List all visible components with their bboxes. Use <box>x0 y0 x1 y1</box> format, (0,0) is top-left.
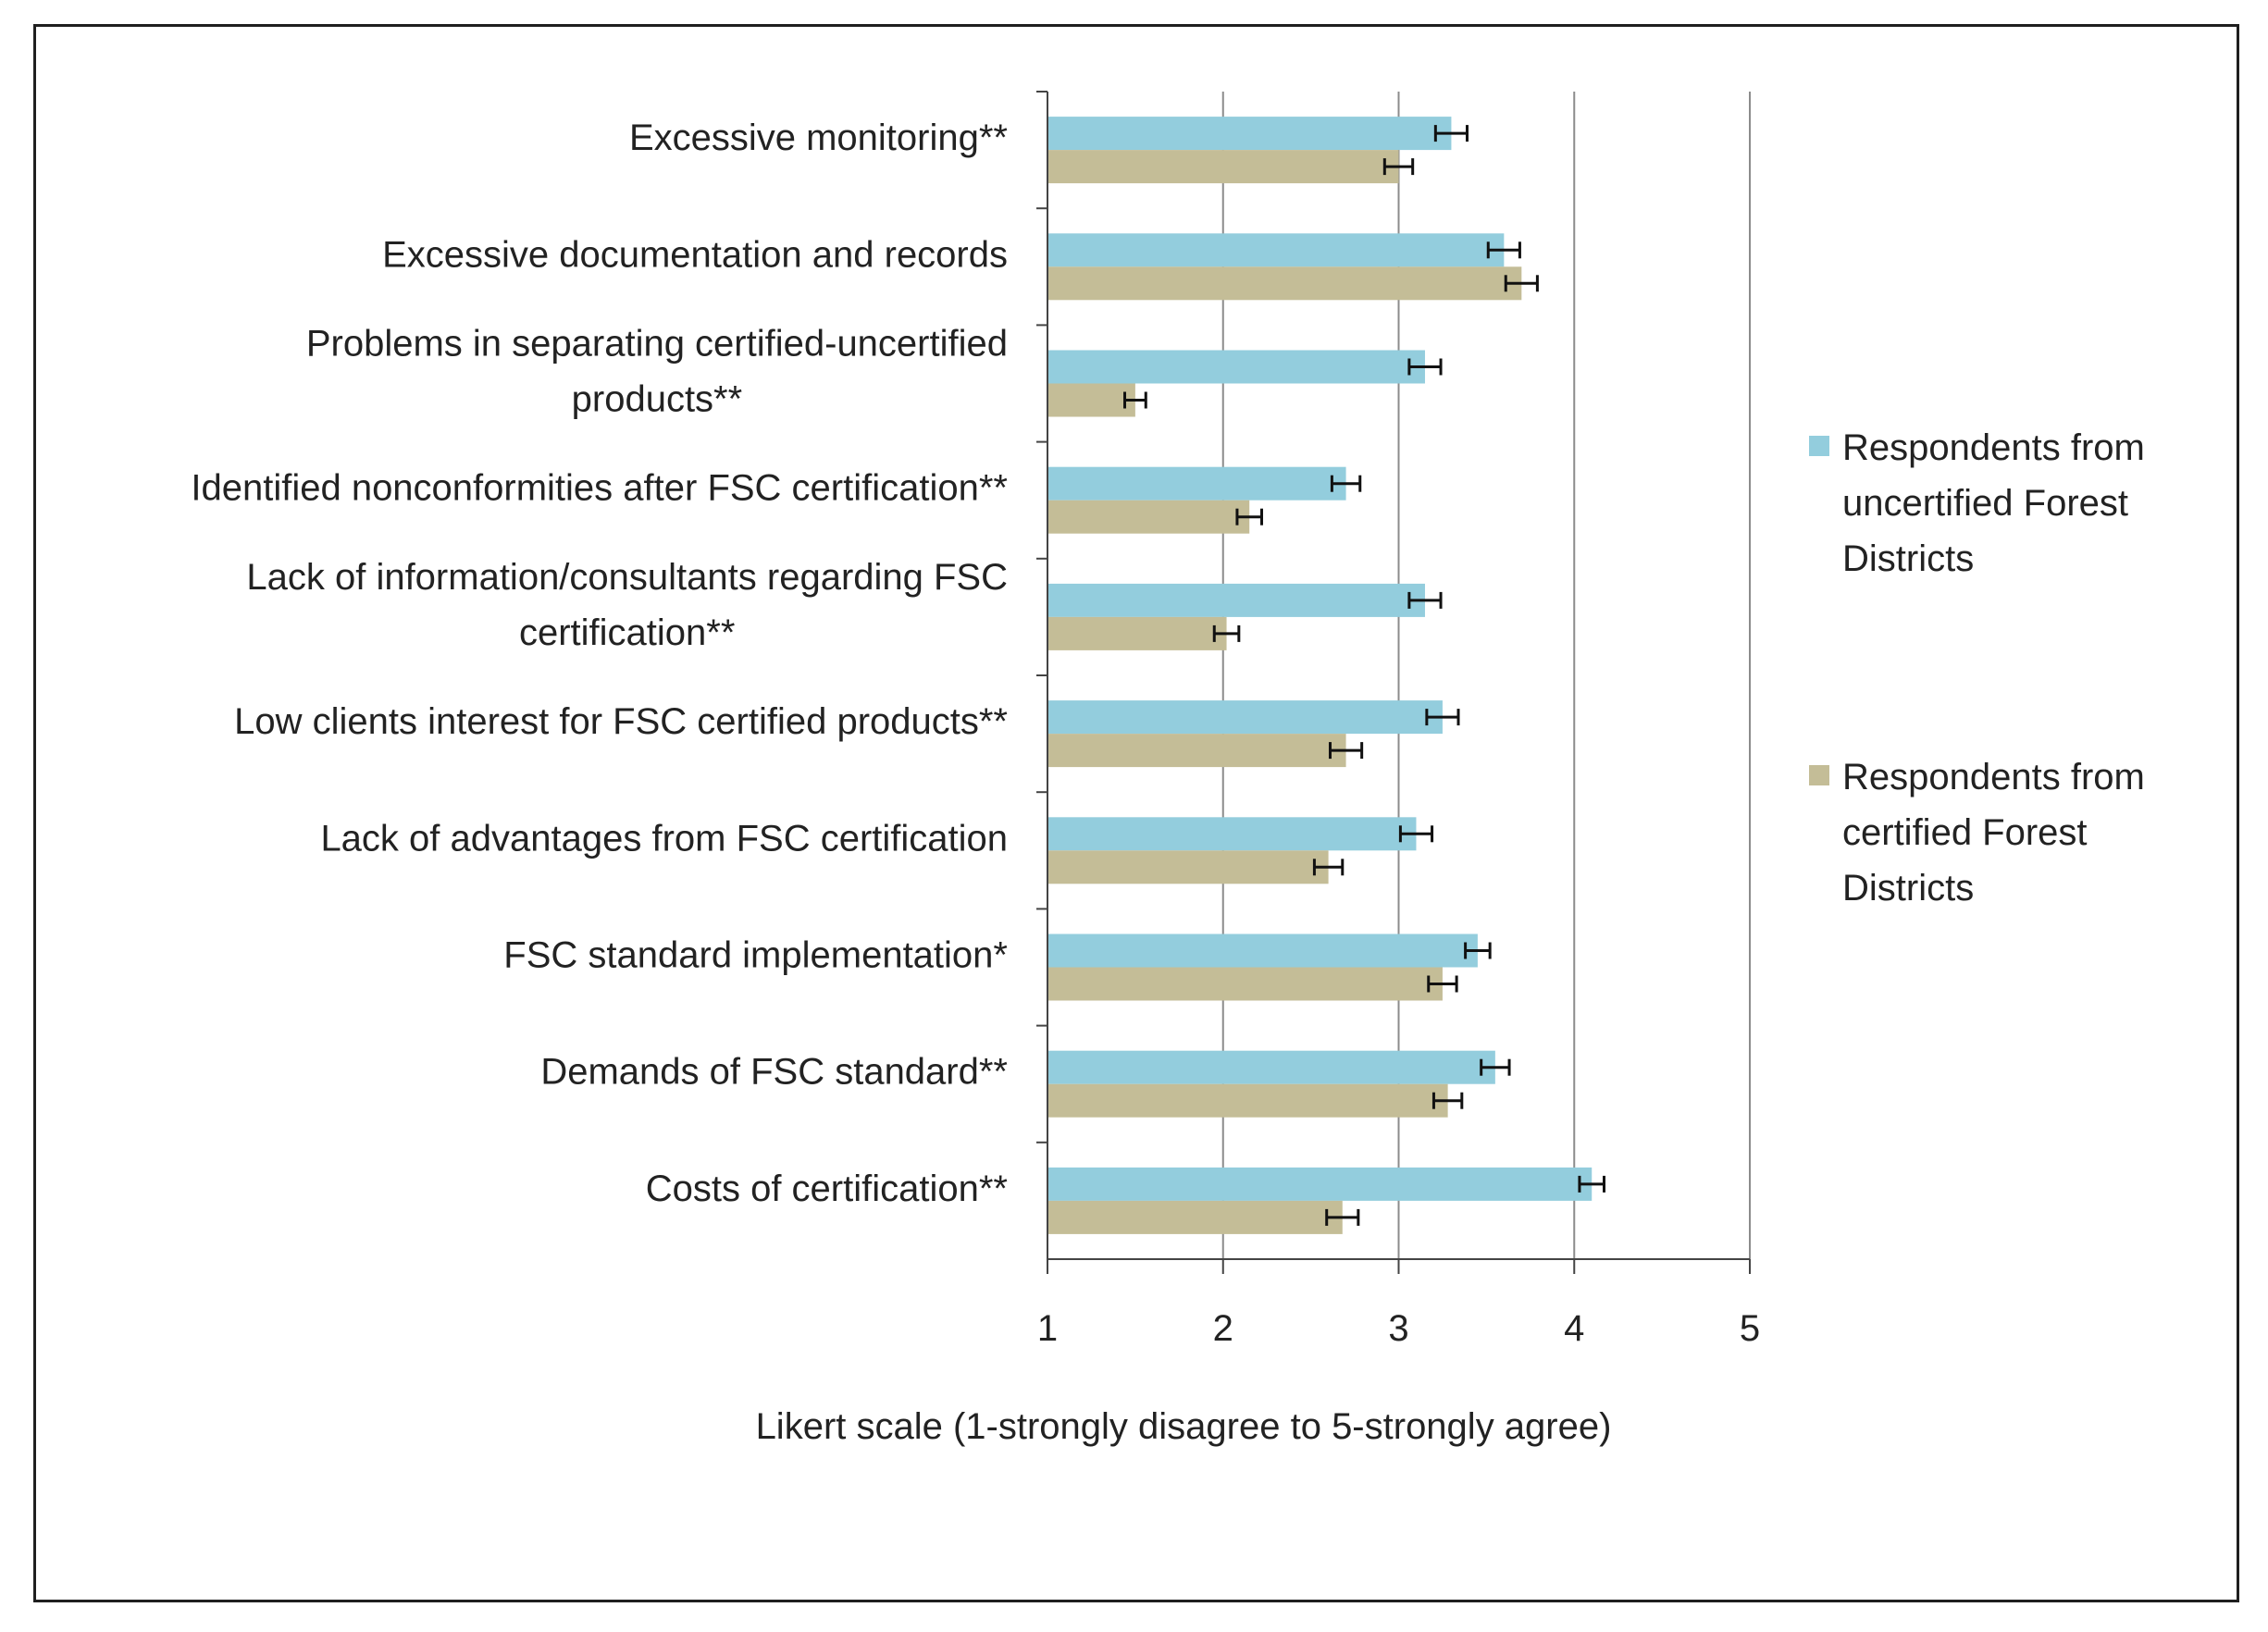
x-tick-label: 2 <box>1213 1308 1233 1349</box>
bar-certified-5 <box>1047 616 1227 650</box>
category-label-1: Excessive monitoring** <box>629 117 1008 158</box>
bar-certified-10 <box>1047 1200 1343 1234</box>
category-label-3: Problems in separating certified-uncerti… <box>306 324 1008 420</box>
legend-label-line: uncertified Forest <box>1842 483 2128 524</box>
error-bar-certified-8 <box>1427 975 1458 993</box>
error-bar-certified-7 <box>1312 859 1345 876</box>
error-bar-uncertified-10 <box>1578 1175 1606 1193</box>
error-bar-certified-2 <box>1504 275 1539 292</box>
category-label-9: Demands of FSC standard** <box>540 1052 1008 1093</box>
error-bar-uncertified-9 <box>1480 1058 1511 1076</box>
error-bar-uncertified-1 <box>1433 125 1469 142</box>
bar-certified-9 <box>1047 1083 1448 1118</box>
error-bar-uncertified-6 <box>1425 709 1460 726</box>
x-tick-labels: 1 2 3 4 5 <box>1037 1308 1760 1349</box>
bar-uncertified-4 <box>1047 466 1346 501</box>
category-label-line: Excessive documentation and records <box>382 234 1008 275</box>
x-tick-label: 5 <box>1740 1308 1760 1349</box>
category-label-line: products** <box>572 379 743 420</box>
legend-swatch <box>1809 436 1829 456</box>
error-bar-certified-9 <box>1431 1092 1464 1109</box>
category-label-line: FSC standard implementation* <box>503 935 1008 976</box>
bars <box>1047 117 1593 1234</box>
axes <box>1036 91 1751 1274</box>
bar-certified-3 <box>1047 383 1135 417</box>
legend-label-line: Districts <box>1842 868 1974 909</box>
legend-label-line: Respondents from <box>1842 757 2145 797</box>
bar-uncertified-1 <box>1047 117 1452 151</box>
category-label-line: Costs of certification** <box>646 1168 1008 1209</box>
category-label-line: Problems in separating certified-uncerti… <box>306 324 1008 365</box>
error-bar-uncertified-7 <box>1398 825 1434 843</box>
error-bar-certified-5 <box>1212 624 1241 642</box>
error-bar-certified-10 <box>1325 1208 1360 1226</box>
error-bars <box>1122 125 1606 1226</box>
bar-uncertified-3 <box>1047 350 1425 384</box>
category-label-line: Demands of FSC standard** <box>540 1052 1008 1093</box>
chart-frame: Excessive monitoring** Excessive document… <box>33 24 2239 1602</box>
legend-swatch <box>1809 765 1829 785</box>
error-bar-certified-6 <box>1328 742 1364 760</box>
x-tick-label: 1 <box>1037 1308 1058 1349</box>
error-bar-certified-1 <box>1382 158 1415 176</box>
error-bar-certified-3 <box>1122 391 1147 409</box>
category-label-8: FSC standard implementation* <box>503 935 1008 976</box>
category-label-line: Low clients interest for FSC certified p… <box>234 701 1008 742</box>
category-label-4: Identified nonconformities after FSC cer… <box>191 468 1008 509</box>
error-bar-uncertified-4 <box>1330 475 1362 492</box>
category-label-line: Lack of advantages from FSC certificatio… <box>320 818 1008 859</box>
bar-uncertified-10 <box>1047 1167 1593 1201</box>
legend-label-line: Districts <box>1842 538 1974 579</box>
category-label-7: Lack of advantages from FSC certificatio… <box>320 818 1008 859</box>
legend-label: Respondents from uncertified Forest Distri… <box>1842 427 2145 579</box>
error-bar-uncertified-2 <box>1486 241 1521 259</box>
legend-label-line: Respondents from <box>1842 427 2145 468</box>
bar-uncertified-9 <box>1047 1050 1495 1084</box>
x-axis-title: Likert scale (1-strongly disagree to 5-s… <box>756 1406 1612 1447</box>
category-label-6: Low clients interest for FSC certified p… <box>234 701 1008 742</box>
bar-uncertified-2 <box>1047 233 1505 267</box>
bar-uncertified-5 <box>1047 583 1425 617</box>
error-bar-uncertified-8 <box>1464 942 1492 959</box>
category-label-line: Lack of information/consultants regardin… <box>246 557 1008 598</box>
category-label-10: Costs of certification** <box>646 1168 1008 1209</box>
legend-label: Respondents from certified Forest District… <box>1842 757 2145 909</box>
category-label-2: Excessive documentation and records <box>382 234 1008 275</box>
error-bar-certified-4 <box>1235 508 1263 525</box>
bar-uncertified-6 <box>1047 700 1443 735</box>
category-label-line: certification** <box>519 612 735 653</box>
category-labels: Excessive monitoring** Excessive document… <box>191 117 1008 1209</box>
bar-certified-2 <box>1047 266 1522 301</box>
legend-item-certified: Respondents from certified Forest District… <box>1809 757 2145 909</box>
bar-uncertified-8 <box>1047 933 1478 968</box>
legend-item-uncertified: Respondents from uncertified Forest Distri… <box>1809 427 2145 579</box>
legend: Respondents from uncertified Forest Distri… <box>1809 427 2145 909</box>
category-label-5: Lack of information/consultants regardin… <box>246 557 1008 653</box>
error-bar-uncertified-3 <box>1407 358 1443 376</box>
x-tick-label: 3 <box>1388 1308 1408 1349</box>
bar-certified-7 <box>1047 850 1329 884</box>
bar-certified-1 <box>1047 150 1399 184</box>
bar-chart: Excessive monitoring** Excessive document… <box>191 91 2145 1447</box>
bar-certified-6 <box>1047 734 1346 768</box>
legend-label-line: certified Forest <box>1842 812 2088 853</box>
x-tick-label: 4 <box>1564 1308 1584 1349</box>
category-label-line: Identified nonconformities after FSC cer… <box>191 468 1008 509</box>
bar-uncertified-7 <box>1047 817 1417 851</box>
error-bar-uncertified-5 <box>1407 591 1443 609</box>
bar-certified-8 <box>1047 967 1443 1001</box>
category-label-line: Excessive monitoring** <box>629 117 1008 158</box>
bar-certified-4 <box>1047 500 1250 534</box>
